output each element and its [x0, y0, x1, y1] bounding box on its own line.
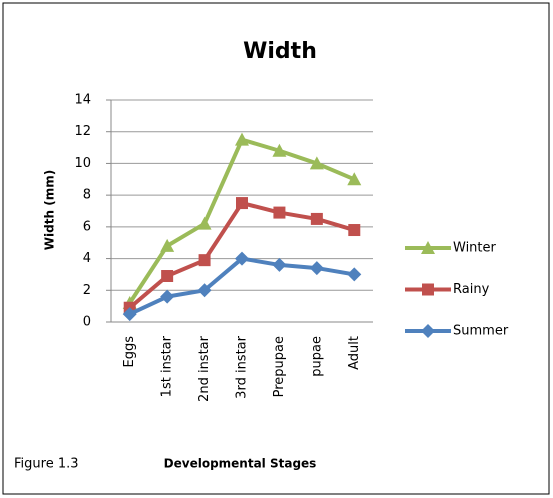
legend-marker: [422, 283, 434, 296]
x-tick-label: pupae: [309, 336, 324, 377]
y-tick-label: 10: [74, 156, 91, 171]
data-point: [160, 238, 175, 252]
x-tick-label: Prepupae: [272, 336, 287, 397]
y-tick-label: 2: [83, 283, 91, 298]
x-tick-label: 3rd instar: [235, 335, 250, 398]
data-point: [160, 289, 175, 304]
figure-label: Figure 1.3: [14, 457, 79, 472]
data-point: [273, 206, 286, 219]
data-point: [235, 251, 249, 266]
x-tick-label: Eggs: [122, 336, 137, 368]
data-point: [309, 156, 324, 170]
data-point: [310, 212, 323, 225]
data-point: [347, 267, 362, 282]
x-tick-label: 1st instar: [160, 335, 175, 397]
x-axis-title: Developmental Stages: [164, 457, 317, 471]
data-point: [236, 197, 248, 210]
x-tick-label: 2nd instar: [197, 335, 212, 402]
chart-title: Width: [243, 39, 317, 64]
y-tick-label: 0: [83, 315, 91, 330]
y-tick-label: 12: [74, 124, 91, 139]
y-tick-label: 6: [83, 219, 91, 234]
y-axis-title: Width (mm): [43, 170, 57, 250]
data-point: [348, 224, 361, 237]
y-tick-label: 14: [74, 93, 91, 108]
y-tick-label: 8: [83, 188, 91, 203]
legend-label: Summer: [453, 324, 509, 339]
data-point: [309, 261, 324, 276]
y-tick-label: 4: [83, 251, 91, 266]
legend-marker: [421, 241, 435, 254]
data-point: [197, 283, 212, 298]
data-point: [198, 254, 211, 267]
legend-label: Winter: [453, 241, 497, 256]
legend-marker: [421, 324, 435, 338]
data-point: [235, 132, 249, 146]
x-tick-label: Adult: [347, 336, 362, 370]
data-point: [161, 270, 174, 283]
data-point: [197, 216, 212, 230]
data-point: [272, 143, 287, 157]
data-point: [347, 172, 362, 186]
data-point: [122, 307, 137, 322]
legend-label: Rainy: [453, 282, 490, 297]
data-point: [272, 257, 287, 272]
